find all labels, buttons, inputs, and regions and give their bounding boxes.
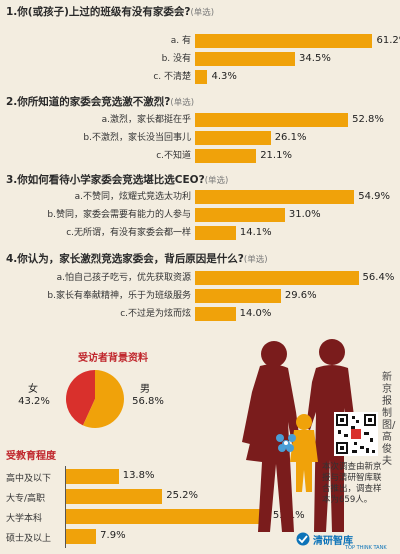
background-title: 受访者背景资料 (78, 353, 148, 364)
bar-mark (195, 149, 257, 163)
education-label: 大学本科 (6, 514, 43, 524)
value-label: 56.4% (362, 272, 395, 283)
option-label: b.家长有奉献精神，乐于为班级服务 (47, 291, 191, 301)
value-label: 61.2% (376, 35, 400, 46)
education-label: 大专/高职 (6, 494, 46, 504)
education-title: 受教育程度 (6, 451, 56, 462)
question-note: (单选) (190, 8, 215, 18)
question-note: (单选) (204, 176, 229, 186)
question-title-text: 1.你(或孩子)上过的班级有没有家委会? (6, 6, 191, 18)
pie-slice-female (66, 370, 95, 426)
question-title: 1.你(或孩子)上过的班级有没有家委会?(单选) (6, 4, 214, 19)
pie-label-male: 男 (140, 384, 150, 395)
bar-mark (195, 271, 359, 285)
pie-slice-male (82, 370, 124, 428)
logo-icon (296, 532, 310, 546)
value-label: 31.0% (288, 209, 321, 220)
pie-value-female: 43.2% (18, 396, 50, 407)
logo-name: 清研智库 (313, 536, 353, 547)
value-label: 54.9% (358, 191, 390, 202)
option-label: c.不过是为炫而炫 (120, 309, 191, 319)
education-value: 7.9% (100, 530, 126, 541)
education-bar (66, 529, 97, 544)
bar-mark (195, 52, 296, 66)
question-title: 4.你认为，家长激烈竞选家委会，背后原因是什么?(单选) (6, 251, 268, 266)
education-bar (66, 469, 119, 484)
value-label: 14.1% (239, 227, 272, 238)
survey-note: 本次调查由新京报与清研智库联合推出，调查样本为659人。 (322, 462, 382, 505)
bar-mark (195, 113, 349, 127)
education-label: 高中及以下 (6, 474, 52, 484)
education-axis-line (65, 466, 66, 548)
value-label: 21.1% (260, 150, 292, 161)
question-title: 2.你所知道的家委会竞选激不激烈?(单选) (6, 94, 194, 109)
option-label: c.无所谓，有没有家委会都一样 (66, 228, 191, 238)
option-label: c. 不清楚 (153, 72, 191, 82)
question-title-text: 4.你认为，家长激烈竞选家委会，背后原因是什么? (6, 253, 244, 265)
credit-text: 新京报制图/高俊夫 (382, 372, 396, 467)
education-bar (66, 509, 269, 524)
option-label: c.不知道 (156, 151, 191, 161)
bar-mark (195, 226, 236, 240)
value-label: 14.0% (239, 308, 272, 319)
bar-mark (195, 190, 355, 204)
question-title: 3.你如何看待小学家委会竞选堪比选CEO?(单选) (6, 172, 228, 187)
education-value: 25.2% (166, 490, 199, 501)
option-label: b.不激烈，家长没当回事儿 (83, 133, 191, 143)
question-note: (单选) (243, 255, 268, 265)
bar-mark (195, 208, 285, 222)
gender-pie-chart (66, 370, 124, 428)
value-label: 4.3% (211, 71, 237, 82)
education-bar (66, 489, 163, 504)
option-label: a.不赞同，炫耀式竞选太功利 (74, 192, 191, 202)
value-label: 34.5% (299, 53, 331, 64)
bar-mark (195, 131, 271, 145)
pie-value-male: 56.8% (132, 396, 164, 407)
option-label: a.怕自己孩子吃亏，优先获取资源 (56, 273, 191, 283)
question-title-text: 3.你如何看待小学家委会竞选堪比选CEO? (6, 174, 205, 186)
option-label: a. 有 (170, 36, 191, 46)
pie-label-female: 女 (28, 384, 38, 395)
bar-mark (195, 34, 373, 48)
option-label: b. 没有 (161, 54, 191, 64)
question-note: (单选) (170, 98, 195, 108)
bar-mark (195, 289, 281, 303)
question-title-text: 2.你所知道的家委会竞选激不激烈? (6, 96, 171, 108)
option-label: b.赞同，家委会需要有能力的人参与 (47, 210, 191, 220)
family-silhouette-illustration (242, 339, 356, 532)
value-label: 52.8% (352, 114, 384, 125)
education-value: 13.8% (122, 470, 155, 481)
logo-subtitle: TOP THINK TANK (345, 545, 387, 551)
education-label: 硕士及以上 (6, 534, 52, 544)
option-label: a.激烈，家长都挺在乎 (101, 115, 191, 125)
value-label: 26.1% (274, 132, 307, 143)
qr-code (334, 412, 378, 456)
value-label: 29.6% (284, 290, 317, 301)
bar-mark (195, 307, 236, 321)
bar-mark (195, 70, 208, 84)
